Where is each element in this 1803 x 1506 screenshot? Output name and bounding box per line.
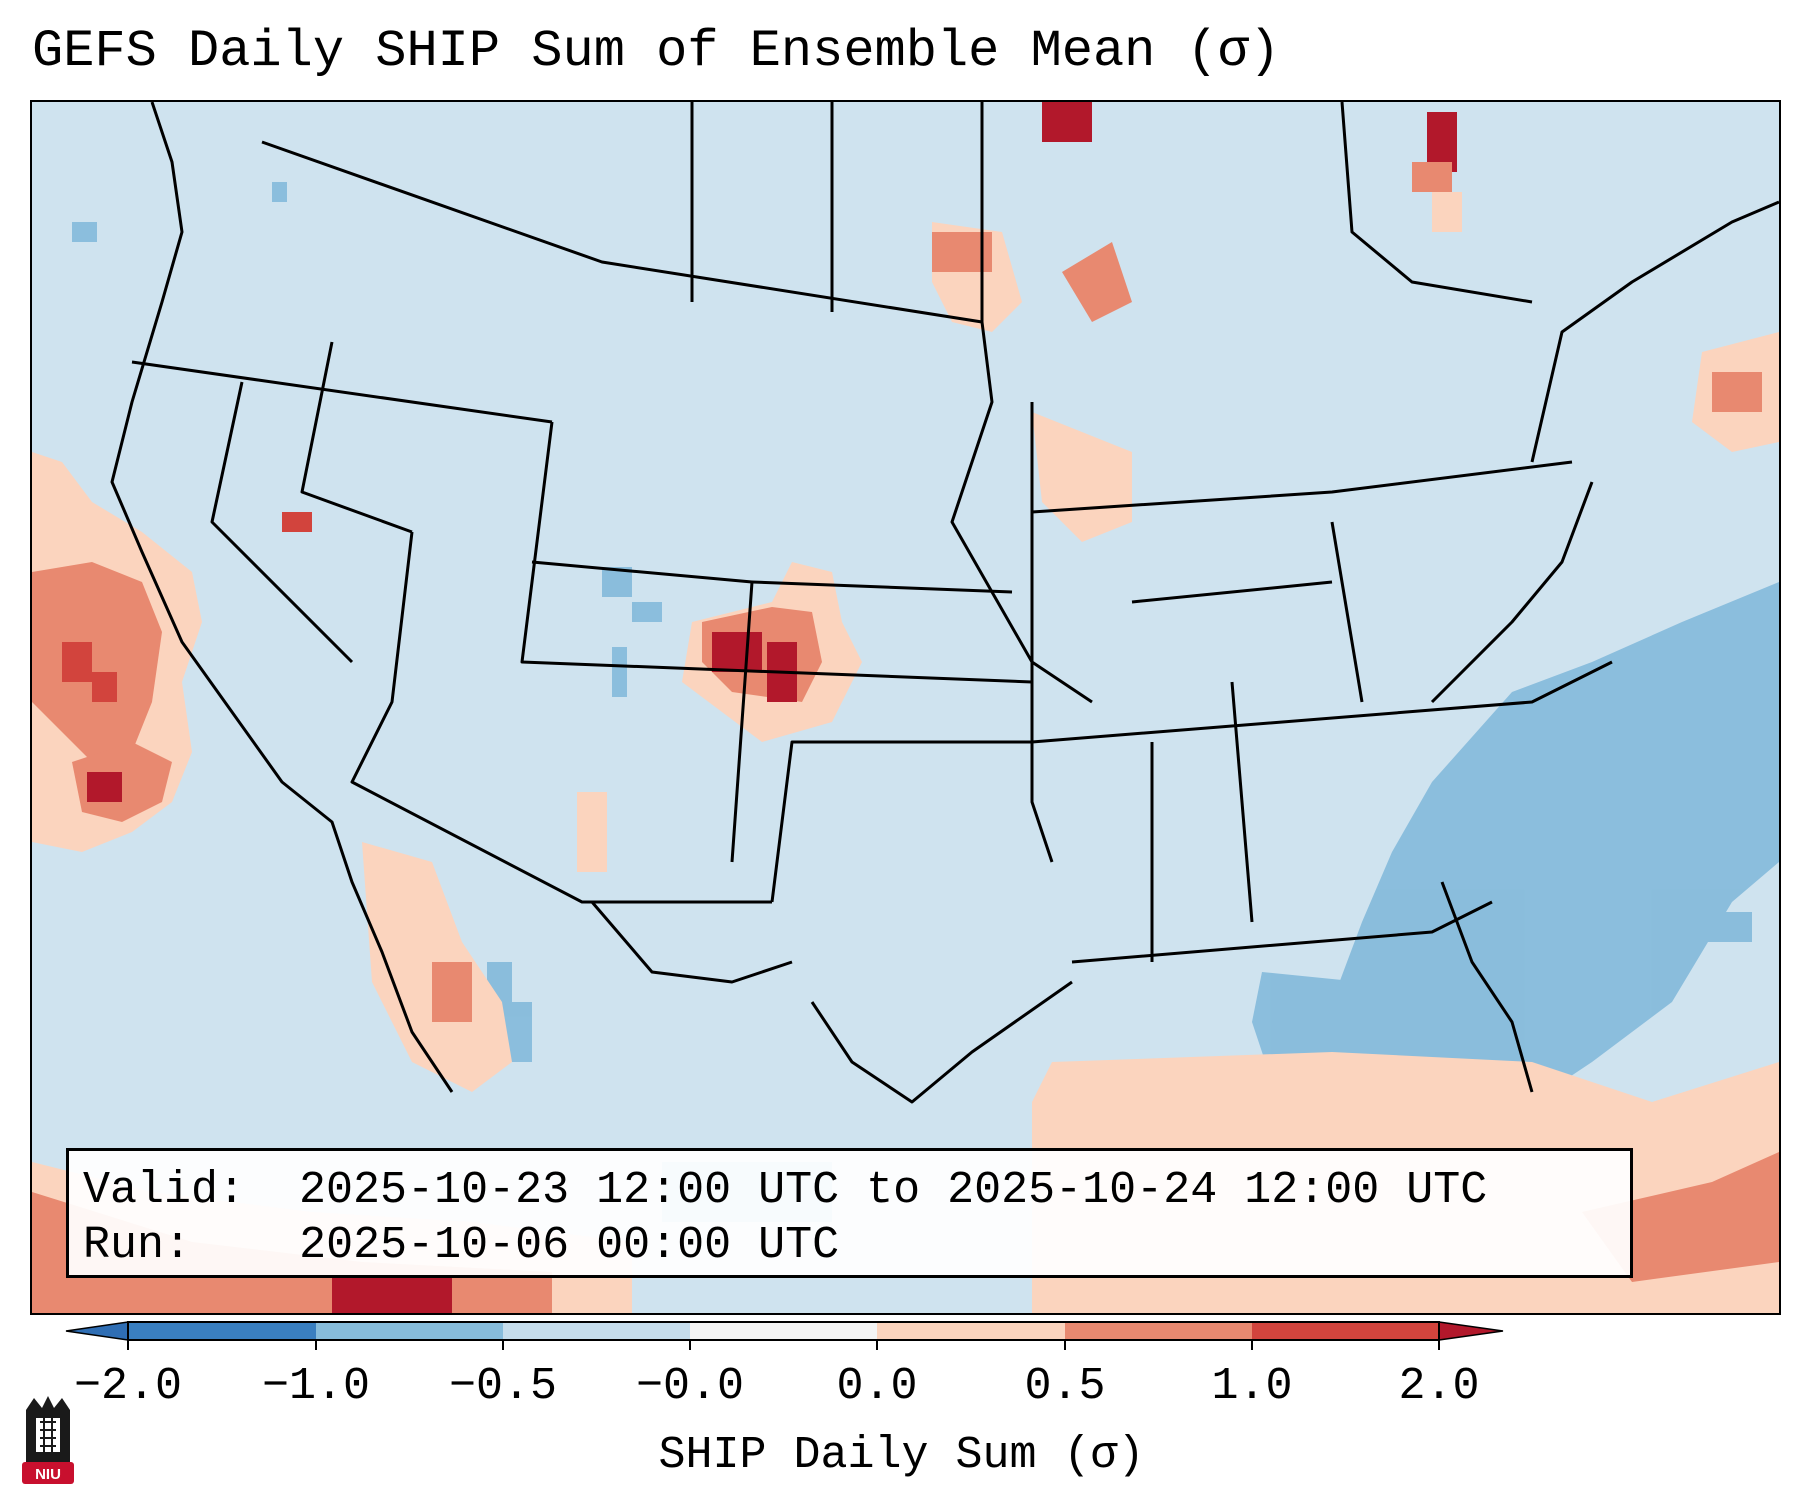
niu-logo: NIU: [22, 1396, 74, 1484]
colorbar-tick-label: 0.5: [1024, 1361, 1106, 1412]
colorbar-segment: [877, 1322, 1065, 1340]
colorbar-segment: [1252, 1322, 1439, 1340]
colorbar-tick-label: 2.0: [1398, 1361, 1480, 1412]
map-panel: [30, 100, 1781, 1315]
ship-field-map: [32, 102, 1779, 1313]
colorbar-tick-label: −0.5: [448, 1361, 558, 1412]
colorbar-label: SHIP Daily Sum (σ): [658, 1430, 1145, 1481]
colorbar-segment: [690, 1322, 877, 1340]
colorbar-segments: [65, 1321, 1504, 1350]
valid-label: Valid:: [83, 1165, 246, 1216]
map-title: GEFS Daily SHIP Sum of Ensemble Mean (σ): [32, 22, 1281, 81]
colorbar-outline: [127, 1321, 1440, 1341]
svg-text:NIU: NIU: [35, 1466, 61, 1483]
colorbar-segment: [503, 1322, 690, 1340]
colorbar-segment: [128, 1322, 316, 1340]
colorbar-tick-label: 1.0: [1211, 1361, 1293, 1412]
colorbar-segment: [1065, 1322, 1252, 1340]
valid-time-range: 2025-10-23 12:00 UTC to 2025-10-24 12:00…: [299, 1165, 1488, 1216]
colorbar-extend-high: [1438, 1321, 1504, 1341]
valid-run-infobox: Valid: 2025-10-23 12:00 UTC to 2025-10-2…: [66, 1148, 1633, 1278]
colorbar-tick-label: −0.0: [635, 1361, 745, 1412]
colorbar-tick-label: 0.0: [836, 1361, 918, 1412]
colorbar-tick-label: −2.0: [73, 1361, 183, 1412]
colorbar-extend-low: [65, 1321, 129, 1341]
colorbar-segment: [316, 1322, 503, 1340]
run-time: 2025-10-06 00:00 UTC: [299, 1220, 840, 1271]
state-boundaries: [110, 102, 1779, 1104]
colorbar-tick-label: −1.0: [261, 1361, 371, 1412]
colorbar: [65, 1321, 1504, 1350]
run-label: Run:: [83, 1220, 192, 1271]
